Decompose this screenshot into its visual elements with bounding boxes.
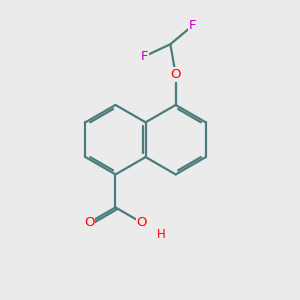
Text: O: O bbox=[170, 68, 181, 81]
Text: H: H bbox=[157, 227, 166, 241]
Text: O: O bbox=[137, 216, 147, 229]
Text: F: F bbox=[141, 50, 148, 63]
Text: O: O bbox=[84, 216, 94, 229]
Text: F: F bbox=[188, 20, 196, 32]
